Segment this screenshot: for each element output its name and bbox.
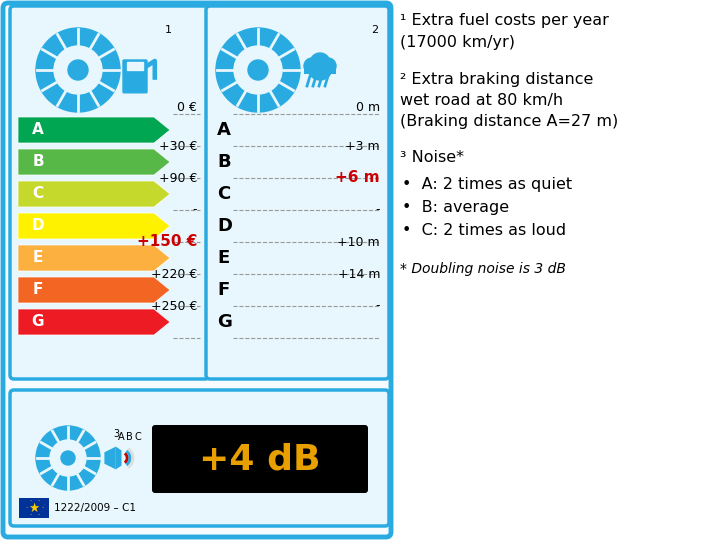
FancyBboxPatch shape: [3, 3, 391, 537]
Text: 0 m: 0 m: [356, 101, 380, 114]
Polygon shape: [104, 447, 116, 469]
Text: +6 m: +6 m: [336, 171, 380, 186]
Text: +250 €: +250 €: [150, 300, 197, 313]
Bar: [127, 62, 143, 70]
Polygon shape: [18, 149, 170, 175]
FancyBboxPatch shape: [123, 60, 147, 93]
Text: -: -: [192, 204, 197, 217]
Text: +220 €: +220 €: [150, 267, 197, 280]
Bar: [304, 64, 336, 74]
Text: F: F: [33, 282, 43, 298]
Text: 1: 1: [164, 25, 171, 35]
Circle shape: [310, 53, 330, 73]
Circle shape: [304, 58, 320, 74]
Text: E: E: [217, 249, 229, 267]
FancyBboxPatch shape: [10, 390, 389, 526]
Text: ·: ·: [37, 498, 39, 504]
Text: G: G: [32, 314, 44, 329]
Text: (Braking distance A=27 m): (Braking distance A=27 m): [400, 114, 618, 129]
Circle shape: [216, 28, 300, 112]
Text: ·: ·: [25, 505, 27, 511]
Circle shape: [50, 440, 86, 476]
Text: B: B: [32, 154, 44, 170]
Text: +14 m: +14 m: [338, 267, 380, 280]
Text: +30 €: +30 €: [158, 139, 197, 152]
Text: +90 €: +90 €: [158, 172, 197, 185]
Text: ·: ·: [29, 498, 31, 504]
Text: B: B: [217, 153, 230, 171]
Circle shape: [248, 60, 268, 80]
Polygon shape: [18, 213, 170, 239]
Polygon shape: [18, 245, 170, 271]
Text: 1222/2009 – C1: 1222/2009 – C1: [54, 503, 136, 513]
Text: A: A: [217, 121, 231, 139]
Text: (17000 km/yr): (17000 km/yr): [400, 35, 515, 50]
Polygon shape: [18, 309, 170, 335]
Circle shape: [308, 56, 332, 80]
Circle shape: [234, 46, 282, 94]
Text: -: -: [376, 300, 380, 313]
Text: ·: ·: [29, 512, 31, 518]
Text: +4 dB: +4 dB: [199, 442, 320, 476]
Text: ¹ Extra fuel costs per year: ¹ Extra fuel costs per year: [400, 13, 609, 28]
Text: •  C: 2 times as loud: • C: 2 times as loud: [402, 223, 566, 238]
Bar: [19, 498, 49, 518]
Text: 2: 2: [372, 25, 379, 35]
Text: ² Extra braking distance: ² Extra braking distance: [400, 72, 593, 87]
Text: wet road at 80 km/h: wet road at 80 km/h: [400, 93, 563, 108]
Text: * Doubling noise is 3 dB: * Doubling noise is 3 dB: [400, 262, 566, 276]
FancyBboxPatch shape: [206, 6, 389, 379]
Text: 0 €: 0 €: [177, 101, 197, 114]
Polygon shape: [18, 117, 170, 143]
Polygon shape: [116, 447, 122, 469]
Circle shape: [36, 426, 100, 490]
Text: •  A: 2 times as quiet: • A: 2 times as quiet: [402, 177, 572, 192]
Circle shape: [320, 58, 336, 74]
Text: F: F: [217, 281, 229, 299]
Text: •  B: average: • B: average: [402, 200, 509, 215]
Circle shape: [54, 46, 102, 94]
Text: D: D: [217, 217, 232, 235]
Text: A: A: [117, 432, 125, 442]
FancyBboxPatch shape: [152, 425, 368, 493]
Text: +3 m: +3 m: [346, 139, 380, 152]
Polygon shape: [18, 277, 170, 303]
Text: ★: ★: [28, 502, 40, 515]
Text: ³ Noise*: ³ Noise*: [400, 150, 464, 165]
Text: E: E: [33, 251, 43, 266]
Circle shape: [61, 451, 75, 465]
Text: ·: ·: [37, 512, 39, 518]
Text: B: B: [125, 432, 132, 442]
Polygon shape: [18, 181, 170, 207]
Text: 3: 3: [113, 429, 119, 439]
Text: C: C: [135, 432, 141, 442]
Text: +150 €: +150 €: [137, 234, 197, 249]
Circle shape: [68, 60, 88, 80]
Text: C: C: [32, 186, 44, 201]
Text: -: -: [376, 204, 380, 217]
Text: G: G: [217, 313, 232, 331]
Text: A: A: [32, 123, 44, 138]
Text: D: D: [32, 219, 45, 233]
FancyBboxPatch shape: [10, 6, 209, 379]
Text: ·: ·: [41, 505, 43, 511]
Circle shape: [36, 28, 120, 112]
Text: +10 m: +10 m: [338, 235, 380, 248]
Text: C: C: [217, 185, 230, 203]
